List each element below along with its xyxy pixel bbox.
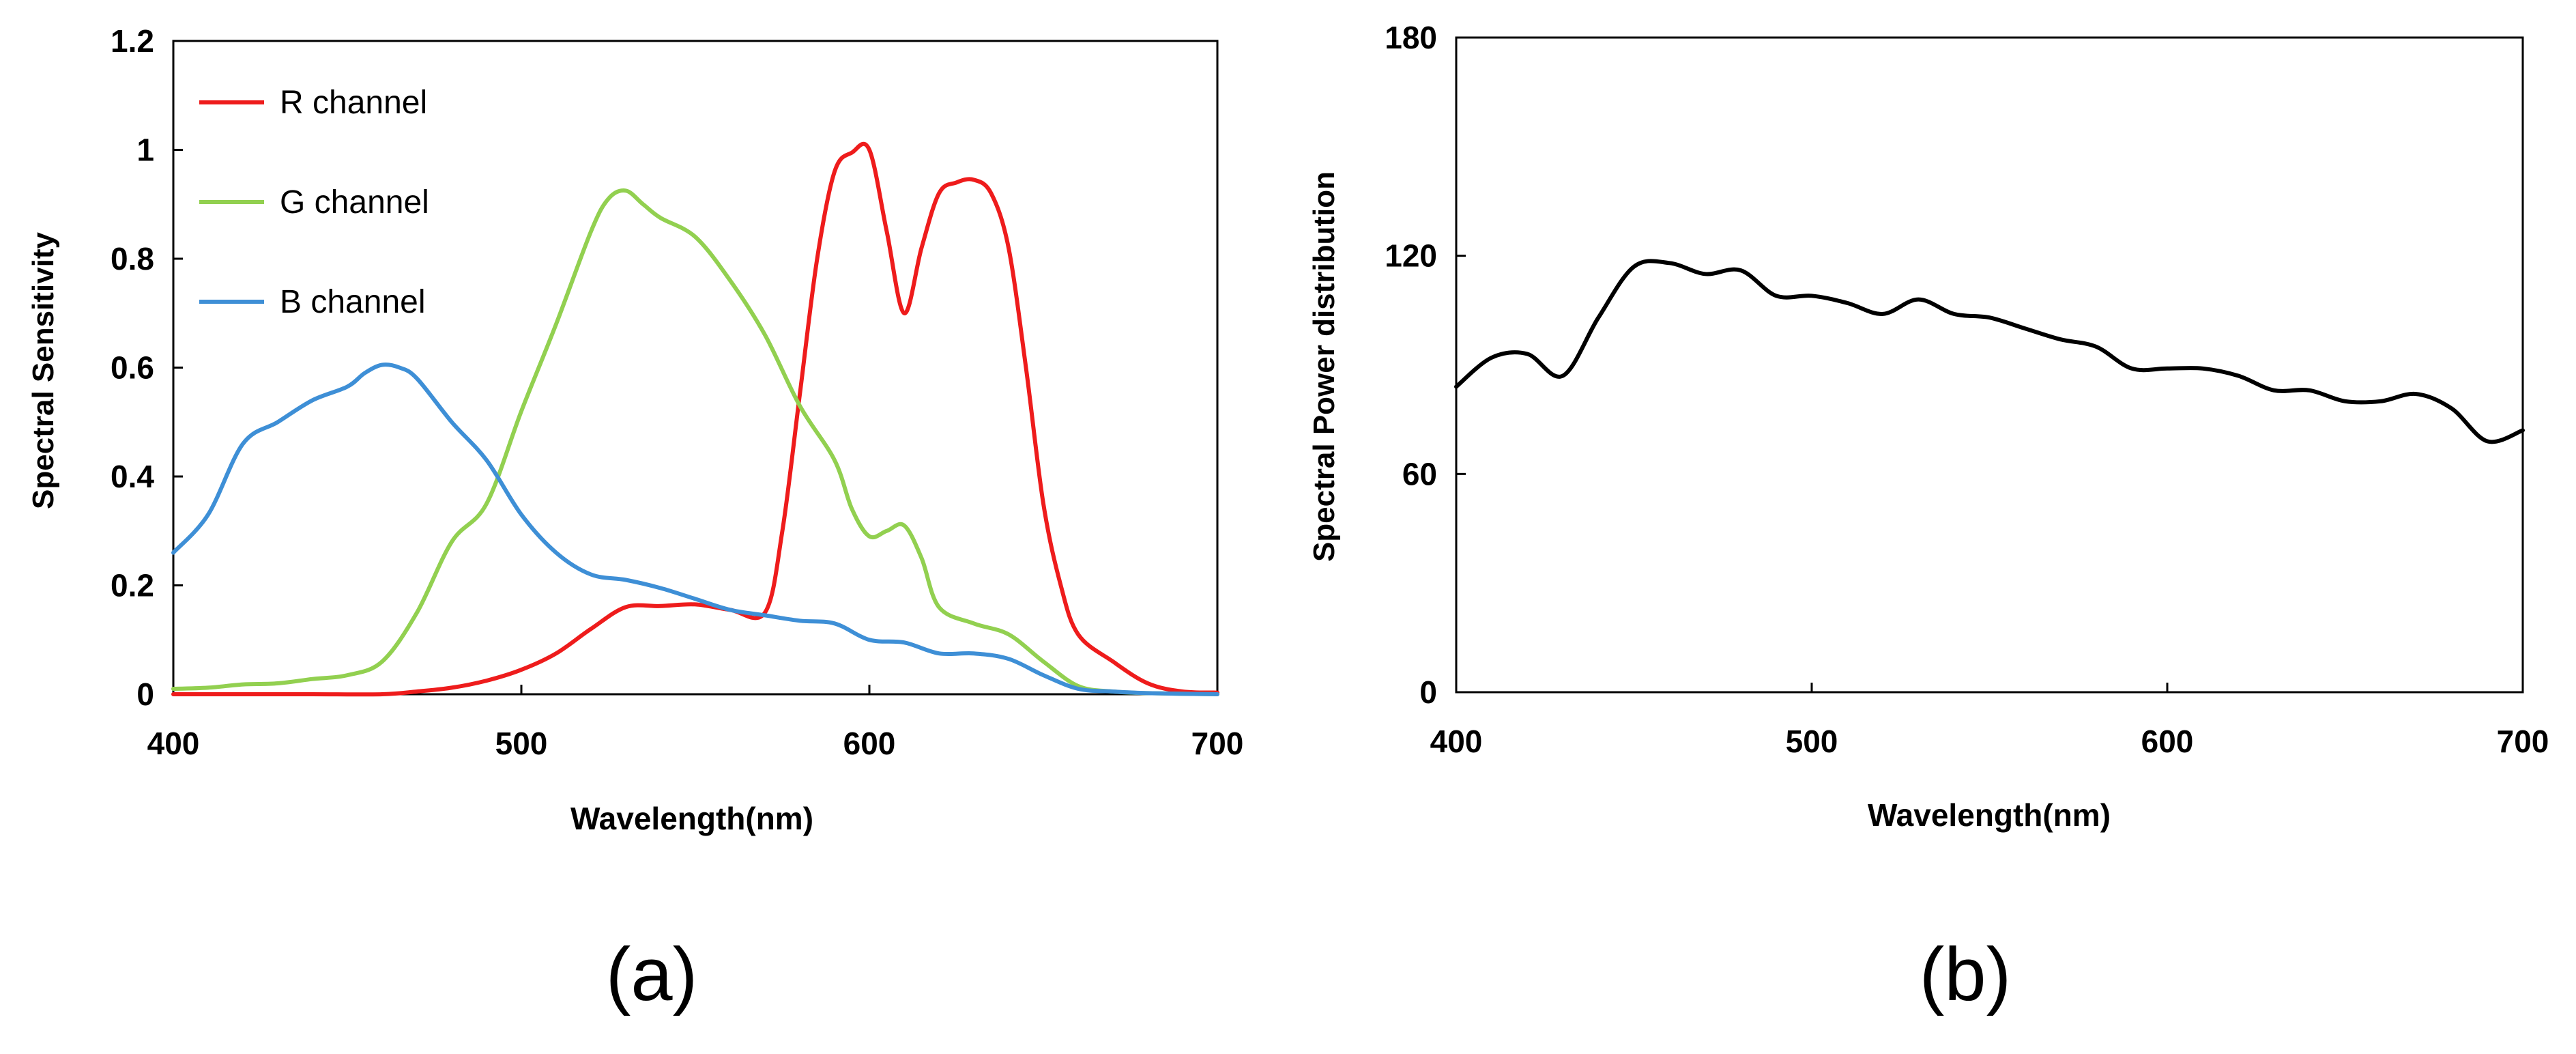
chart-b: Spectral Power distribution Wavelength(n… xyxy=(1307,20,2549,1016)
chart-b-y-axis-title: Spectral Power distribution xyxy=(1307,171,1341,562)
chart-a-series-g-channel xyxy=(171,188,1219,696)
chart-a-legend-label-g-channel: G channel xyxy=(280,184,429,220)
chart-b-x-tick-label: 400 xyxy=(1430,724,1483,759)
chart-a-x-tick-label: 400 xyxy=(147,726,200,761)
chart-a-x-tick-label: 500 xyxy=(495,726,548,761)
chart-a-series-b-channel xyxy=(171,362,1219,696)
chart-b-x-axis-title: Wavelength(nm) xyxy=(1868,797,2111,833)
chart-b-y-tick-label: 60 xyxy=(1402,456,1437,492)
chart-a-series-r-channel xyxy=(171,141,1219,697)
chart-a-y-tick-label: 0.8 xyxy=(111,241,154,276)
chart-a-y-tick-label: 0 xyxy=(136,676,154,712)
chart-a: Spectral Sensitivity Wavelength(nm) (a) … xyxy=(27,23,1243,1016)
chart-b-series-spd xyxy=(1454,259,2525,444)
chart-a-legend-label-r-channel: R channel xyxy=(280,85,427,121)
chart-b-y-tick-label: 120 xyxy=(1385,238,1437,274)
chart-b-y-tick-label: 0 xyxy=(1419,674,1437,710)
chart-a-y-tick-label: 0.6 xyxy=(111,350,154,386)
chart-a-y-tick-label: 0.2 xyxy=(111,568,154,603)
chart-a-plot-frame xyxy=(172,40,1219,696)
chart-a-x-axis-title: Wavelength(nm) xyxy=(570,801,813,836)
chart-a-x-tick-label: 600 xyxy=(843,726,896,761)
chart-b-x-tick-label: 700 xyxy=(2497,724,2549,759)
chart-a-y-tick-label: 1 xyxy=(136,132,154,168)
chart-a-legend-label-b-channel: B channel xyxy=(280,284,426,320)
chart-a-y-tick-label: 0.4 xyxy=(111,459,154,494)
chart-b-y-tick-label: 180 xyxy=(1385,20,1437,55)
chart-b-x-tick-label: 500 xyxy=(1786,724,1838,759)
chart-b-plot-frame xyxy=(1455,36,2524,694)
chart-b-caption: (b) xyxy=(1920,932,2011,1016)
chart-a-x-tick-label: 700 xyxy=(1191,726,1244,761)
chart-b-x-tick-label: 600 xyxy=(2141,724,2194,759)
chart-a-y-axis-title: Spectral Sensitivity xyxy=(27,232,60,509)
chart-a-caption: (a) xyxy=(606,932,697,1016)
chart-a-y-tick-label: 1.2 xyxy=(111,23,154,59)
